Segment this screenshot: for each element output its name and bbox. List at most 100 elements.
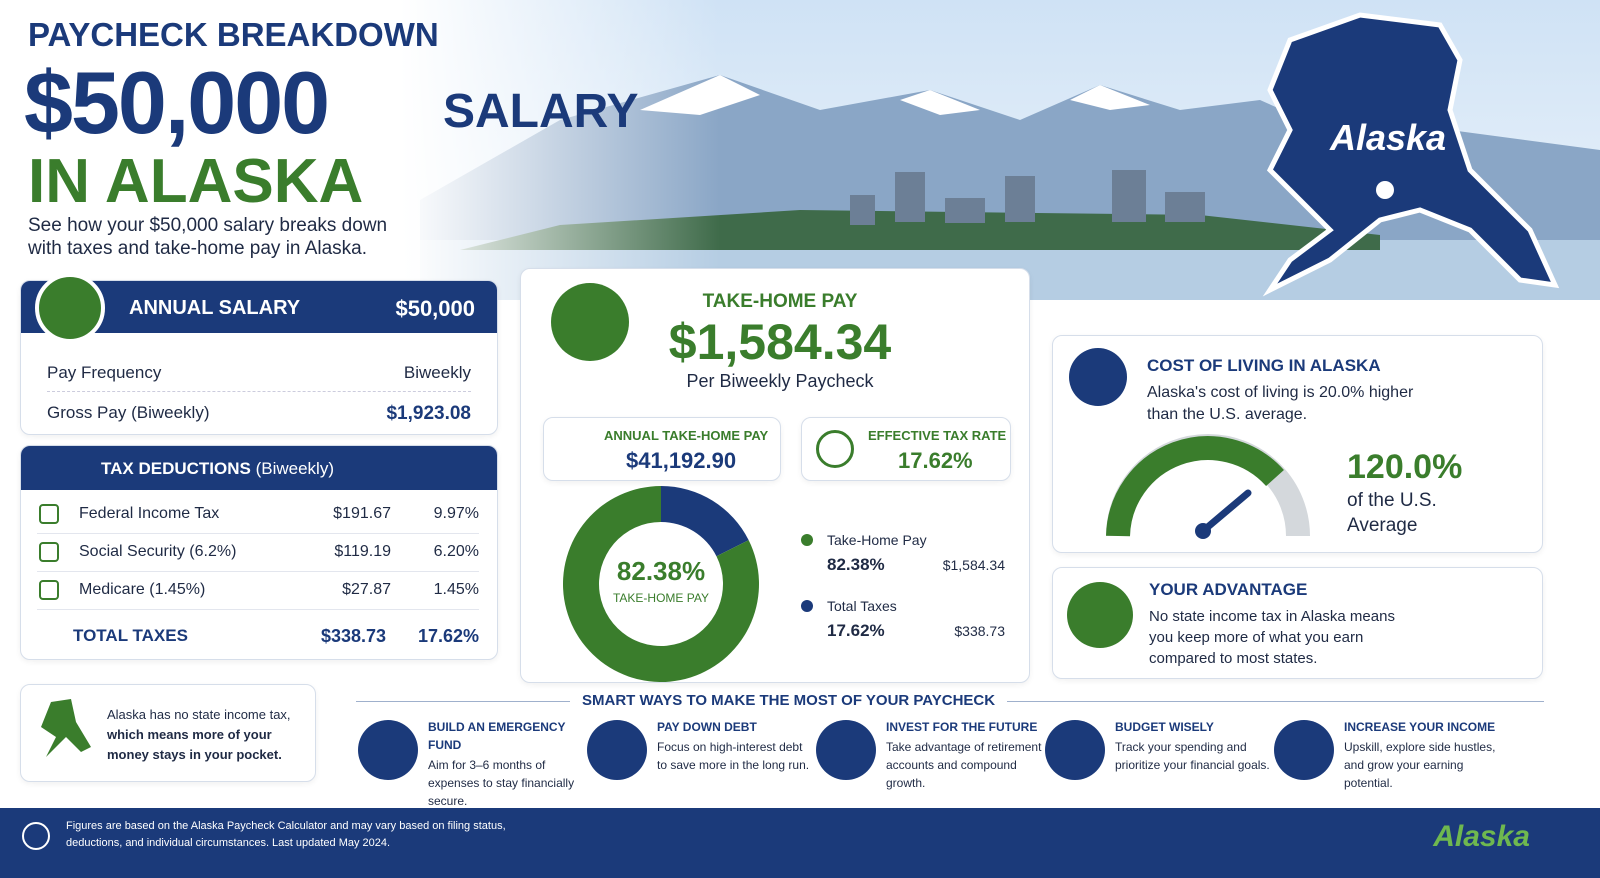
tax-label: Social Security (6.2%) (79, 543, 237, 560)
tax-label: Federal Income Tax (79, 505, 220, 522)
rate-label: EFFECTIVE TAX RATE (868, 428, 1007, 443)
cost-caption: of the U.S. Average (1347, 490, 1437, 536)
annual-label: ANNUAL TAKE-HOME PAY (604, 428, 769, 443)
legend-amount: $338.73 (954, 623, 1005, 639)
total-amount: $338.73 (321, 626, 387, 646)
donut-chart: 82.38% TAKE-HOME PAY Take-Home Pay 82.38% $1… (563, 486, 1005, 682)
tax-rate: 1.45% (433, 581, 479, 598)
footer: Figures are based on the Alaska Paycheck… (0, 808, 1600, 878)
cost-card: COST OF LIVING IN ALASKA Alaska's cost o… (1052, 335, 1543, 553)
salary-card: ANNUAL SALARY $50,000 Pay Frequency Biwee… (20, 273, 498, 435)
legend-marker (801, 534, 813, 546)
tax-label: Medicare (1.45%) (79, 581, 206, 598)
tax-amount: $27.87 (342, 581, 391, 598)
kicker: PAYCHECK BREAKDOWN (28, 16, 439, 53)
piggy-icon (1067, 582, 1133, 648)
salary-value: $50,000 (395, 296, 475, 321)
tip-title: BUDGET WISELY (1115, 720, 1214, 734)
tax-icon (39, 542, 59, 562)
tip: BUILD AN EMERGENCY FUND Aim for 3–6 month… (428, 718, 583, 810)
legend-value: 17.62% (827, 621, 885, 640)
tip-text: Take advantage of retirement accounts an… (886, 740, 1042, 790)
salary-amount: $50,000 (24, 53, 330, 152)
tip-icon (816, 720, 876, 780)
tip: PAY DOWN DEBT Focus on high-interest debt… (657, 718, 812, 774)
total-label: TOTAL TAXES (73, 626, 188, 645)
footer-text: Figures are based on the Alaska Paycheck… (66, 820, 506, 849)
advantage-card: YOUR ADVANTAGE No state income tax in Al… (1052, 567, 1543, 679)
legend-amount: $1,584.34 (943, 557, 1005, 573)
tip-text: Focus on high-interest debt to save more… (657, 740, 810, 772)
tip-title: PAY DOWN DEBT (657, 720, 757, 734)
map-icon (41, 699, 91, 757)
tip: INVEST FOR THE FUTURE Take advantage of r… (886, 718, 1046, 792)
cost-value: 120.0% (1347, 448, 1463, 486)
legend-value: 82.38% (827, 555, 885, 574)
tax-row: Medicare (1.45%) $27.87 1.45% (37, 572, 479, 610)
location: IN ALASKA (28, 147, 364, 216)
tax-note: (Biweekly) (255, 459, 334, 478)
tax-header: TAX DEDUCTIONS (Biweekly) (21, 446, 497, 490)
rate-box: EFFECTIVE TAX RATE 17.62% (801, 417, 1011, 481)
row-value: $1,923.08 (386, 403, 471, 424)
tip-icon (1045, 720, 1105, 780)
tax-icon (39, 504, 59, 524)
tax-row: Social Security (6.2%) $119.19 6.20% (37, 534, 479, 572)
donut-center-value: 82.38% (617, 556, 705, 586)
salary-row: Pay Frequency Biweekly (47, 363, 471, 392)
legend-marker (801, 600, 813, 612)
tip-icon (587, 720, 647, 780)
cost-text: Alaska's cost of living is 20.0% higher … (1147, 384, 1414, 423)
mountain-icon (1069, 348, 1127, 406)
tax-icon (39, 580, 59, 600)
tip: BUDGET WISELY Track your spending and pri… (1115, 718, 1270, 774)
tip: INCREASE YOUR INCOME Upskill, explore sid… (1344, 718, 1499, 792)
annual-box: ANNUAL TAKE-HOME PAY $41,192.90 (543, 417, 781, 481)
footer-logo: Alaska (1433, 820, 1530, 853)
advantage-text: No state income tax in Alaska means you … (1149, 608, 1395, 667)
donut-center-label: TAKE-HOME PAY (613, 591, 709, 605)
gauge (1106, 434, 1310, 539)
tip-title: INVEST FOR THE FUTURE (886, 720, 1038, 734)
tip-text: Upskill, explore side hustles, and grow … (1344, 740, 1496, 790)
background-scene: Alaska (0, 0, 1600, 300)
take-home-card: TAKE-HOME PAY $1,584.34 Per Biweekly Pay… (520, 268, 1030, 683)
wallet-icon (551, 283, 629, 361)
tax-card: TAX DEDUCTIONS (Biweekly) Federal Income… (20, 445, 498, 660)
tax-amount: $119.19 (334, 543, 391, 560)
legend-label: Take-Home Pay (827, 532, 927, 548)
note-bold: which means more of your money stays in … (107, 727, 282, 762)
donut-slice (661, 486, 749, 557)
map-label: Alaska (1329, 117, 1446, 158)
donut-slice (563, 486, 759, 682)
tip-text: Aim for 3–6 months of expenses to stay f… (428, 758, 575, 808)
rate-value: 17.62% (898, 448, 973, 473)
tip-icon (1274, 720, 1334, 780)
tax-rate: 6.20% (433, 543, 479, 560)
salary-suffix: SALARY (443, 85, 639, 138)
note-text: Alaska has no state income tax, (107, 707, 291, 722)
take-home-subtitle: Per Biweekly Paycheck (686, 371, 874, 391)
cost-title: COST OF LIVING IN ALASKA (1147, 356, 1381, 375)
legend-label: Total Taxes (827, 598, 897, 614)
total-rate: 17.62% (417, 626, 479, 646)
take-home-title: TAKE-HOME PAY (702, 291, 858, 312)
annual-value: $41,192.90 (626, 448, 737, 473)
tax-title: TAX DEDUCTIONS (101, 459, 251, 478)
tax-amount: $191.67 (333, 505, 391, 522)
row-label: Pay Frequency (47, 363, 162, 382)
note-card: Alaska has no state income tax, which me… (20, 684, 316, 782)
take-home-amount: $1,584.34 (668, 314, 892, 370)
row-label: Gross Pay (Biweekly) (47, 403, 210, 422)
tip-title: INCREASE YOUR INCOME (1344, 720, 1496, 734)
salary-row: Gross Pay (Biweekly) $1,923.08 (47, 403, 471, 431)
tax-rate: 9.97% (433, 505, 479, 522)
row-value: Biweekly (403, 363, 471, 382)
tip-icon (358, 720, 418, 780)
advantage-title: YOUR ADVANTAGE (1149, 580, 1308, 599)
salary-title: ANNUAL SALARY (129, 297, 301, 319)
tip-title: BUILD AN EMERGENCY FUND (428, 720, 566, 752)
description: See how your $50,000 salary breaks down … (28, 215, 388, 259)
tips-title: SMART WAYS TO MAKE THE MOST OF YOUR PAYC… (570, 692, 1008, 709)
